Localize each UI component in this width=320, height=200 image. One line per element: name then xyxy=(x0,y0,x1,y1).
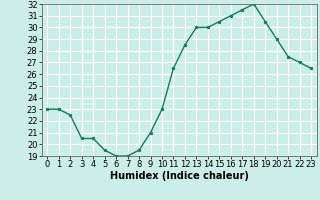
X-axis label: Humidex (Indice chaleur): Humidex (Indice chaleur) xyxy=(110,171,249,181)
